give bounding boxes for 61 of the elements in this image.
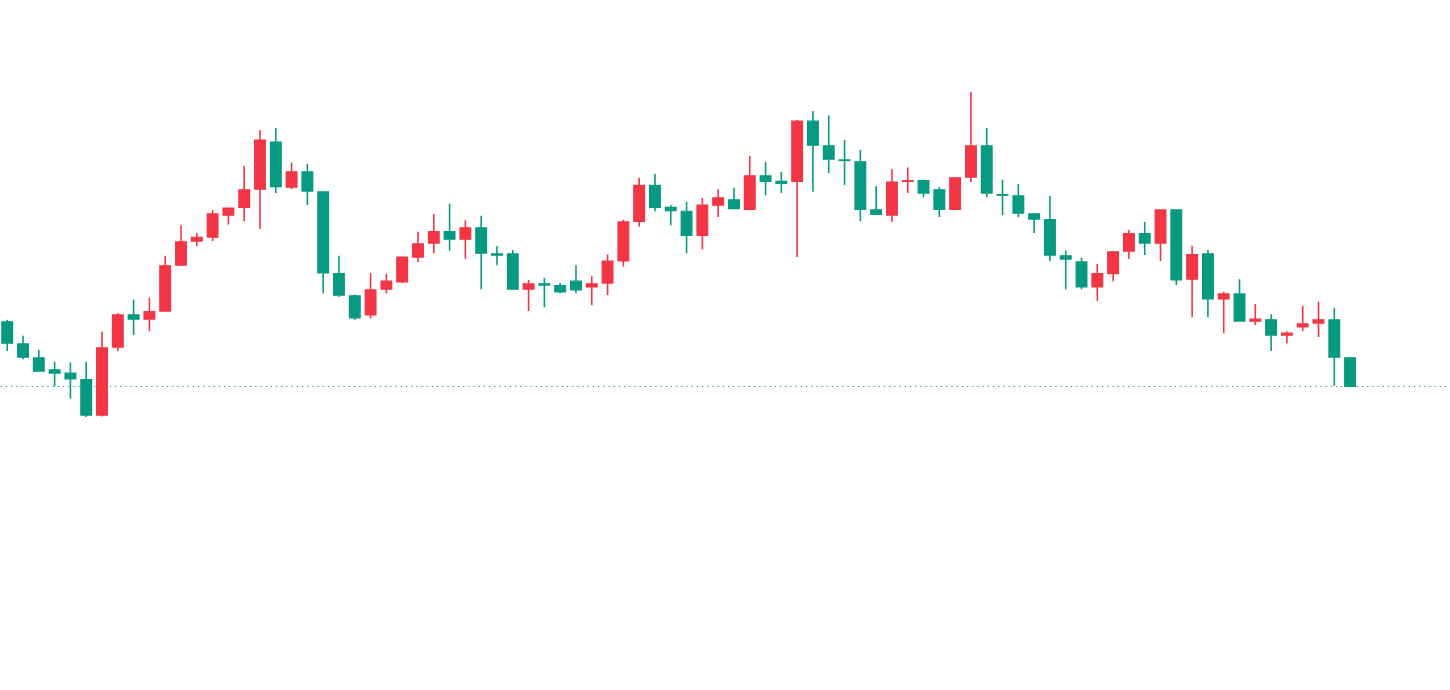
- candlestick: [333, 255, 345, 299]
- candlestick: [585, 275, 598, 307]
- candlestick: [412, 231, 424, 264]
- candlestick: [32, 349, 45, 373]
- candlestick: [427, 213, 440, 255]
- candlestick: [680, 201, 693, 255]
- candlestick: [396, 255, 409, 285]
- candlestick: [506, 249, 519, 291]
- candlestick: [854, 149, 867, 223]
- candlestick: [348, 293, 361, 321]
- candlestick: [1028, 213, 1041, 235]
- candlestick: [727, 187, 740, 210]
- candlestick: [538, 277, 551, 309]
- candlestick: [175, 224, 187, 267]
- candlestick: [459, 219, 472, 261]
- candlestick: [1122, 229, 1135, 261]
- candlestick: [1059, 250, 1072, 291]
- candlestick: [569, 264, 582, 295]
- candlestick: [648, 173, 661, 213]
- candlestick: [1107, 250, 1120, 283]
- candlestick: [949, 177, 962, 211]
- candlestick: [522, 279, 535, 313]
- candlestick: [743, 155, 756, 211]
- candlestick: [885, 168, 898, 224]
- candlestick: [1138, 221, 1151, 257]
- candlestick: [1265, 313, 1278, 353]
- candlestick: [1233, 278, 1246, 323]
- candlestick: [870, 185, 883, 216]
- candlestick: [238, 165, 251, 223]
- candlestick: [1154, 209, 1167, 263]
- candlestick: [806, 110, 819, 193]
- candlestick: [1217, 291, 1230, 335]
- candlestick: [964, 91, 977, 184]
- candlestick: [491, 245, 503, 267]
- candlestick: [664, 204, 677, 227]
- candlestick: [1091, 263, 1104, 303]
- candlestick: [269, 127, 282, 195]
- candlestick: [111, 312, 124, 353]
- candlestick: [1249, 303, 1262, 327]
- candlestick: [1043, 195, 1056, 263]
- candlestick: [1328, 307, 1341, 387]
- candlestick: [443, 203, 456, 252]
- candlestick: [159, 255, 172, 313]
- candlestick: [696, 197, 709, 251]
- candlestick: [1201, 249, 1214, 319]
- candlestick: [980, 127, 993, 199]
- candlestick: [633, 177, 646, 228]
- candlestick: [712, 188, 725, 219]
- candlestick: [901, 166, 914, 195]
- candlestick: [285, 161, 298, 191]
- candlestick: [143, 297, 156, 333]
- candlestick: [1, 319, 14, 353]
- candlestick: [838, 139, 851, 187]
- candlestick: [127, 299, 140, 337]
- candlestick: [1280, 330, 1293, 345]
- candlestick: [17, 335, 29, 361]
- candlestick: [822, 114, 835, 175]
- candlestick: [475, 215, 488, 291]
- candlestick: [1186, 245, 1199, 319]
- candlestick: [301, 163, 314, 207]
- candlestick: [1075, 257, 1088, 291]
